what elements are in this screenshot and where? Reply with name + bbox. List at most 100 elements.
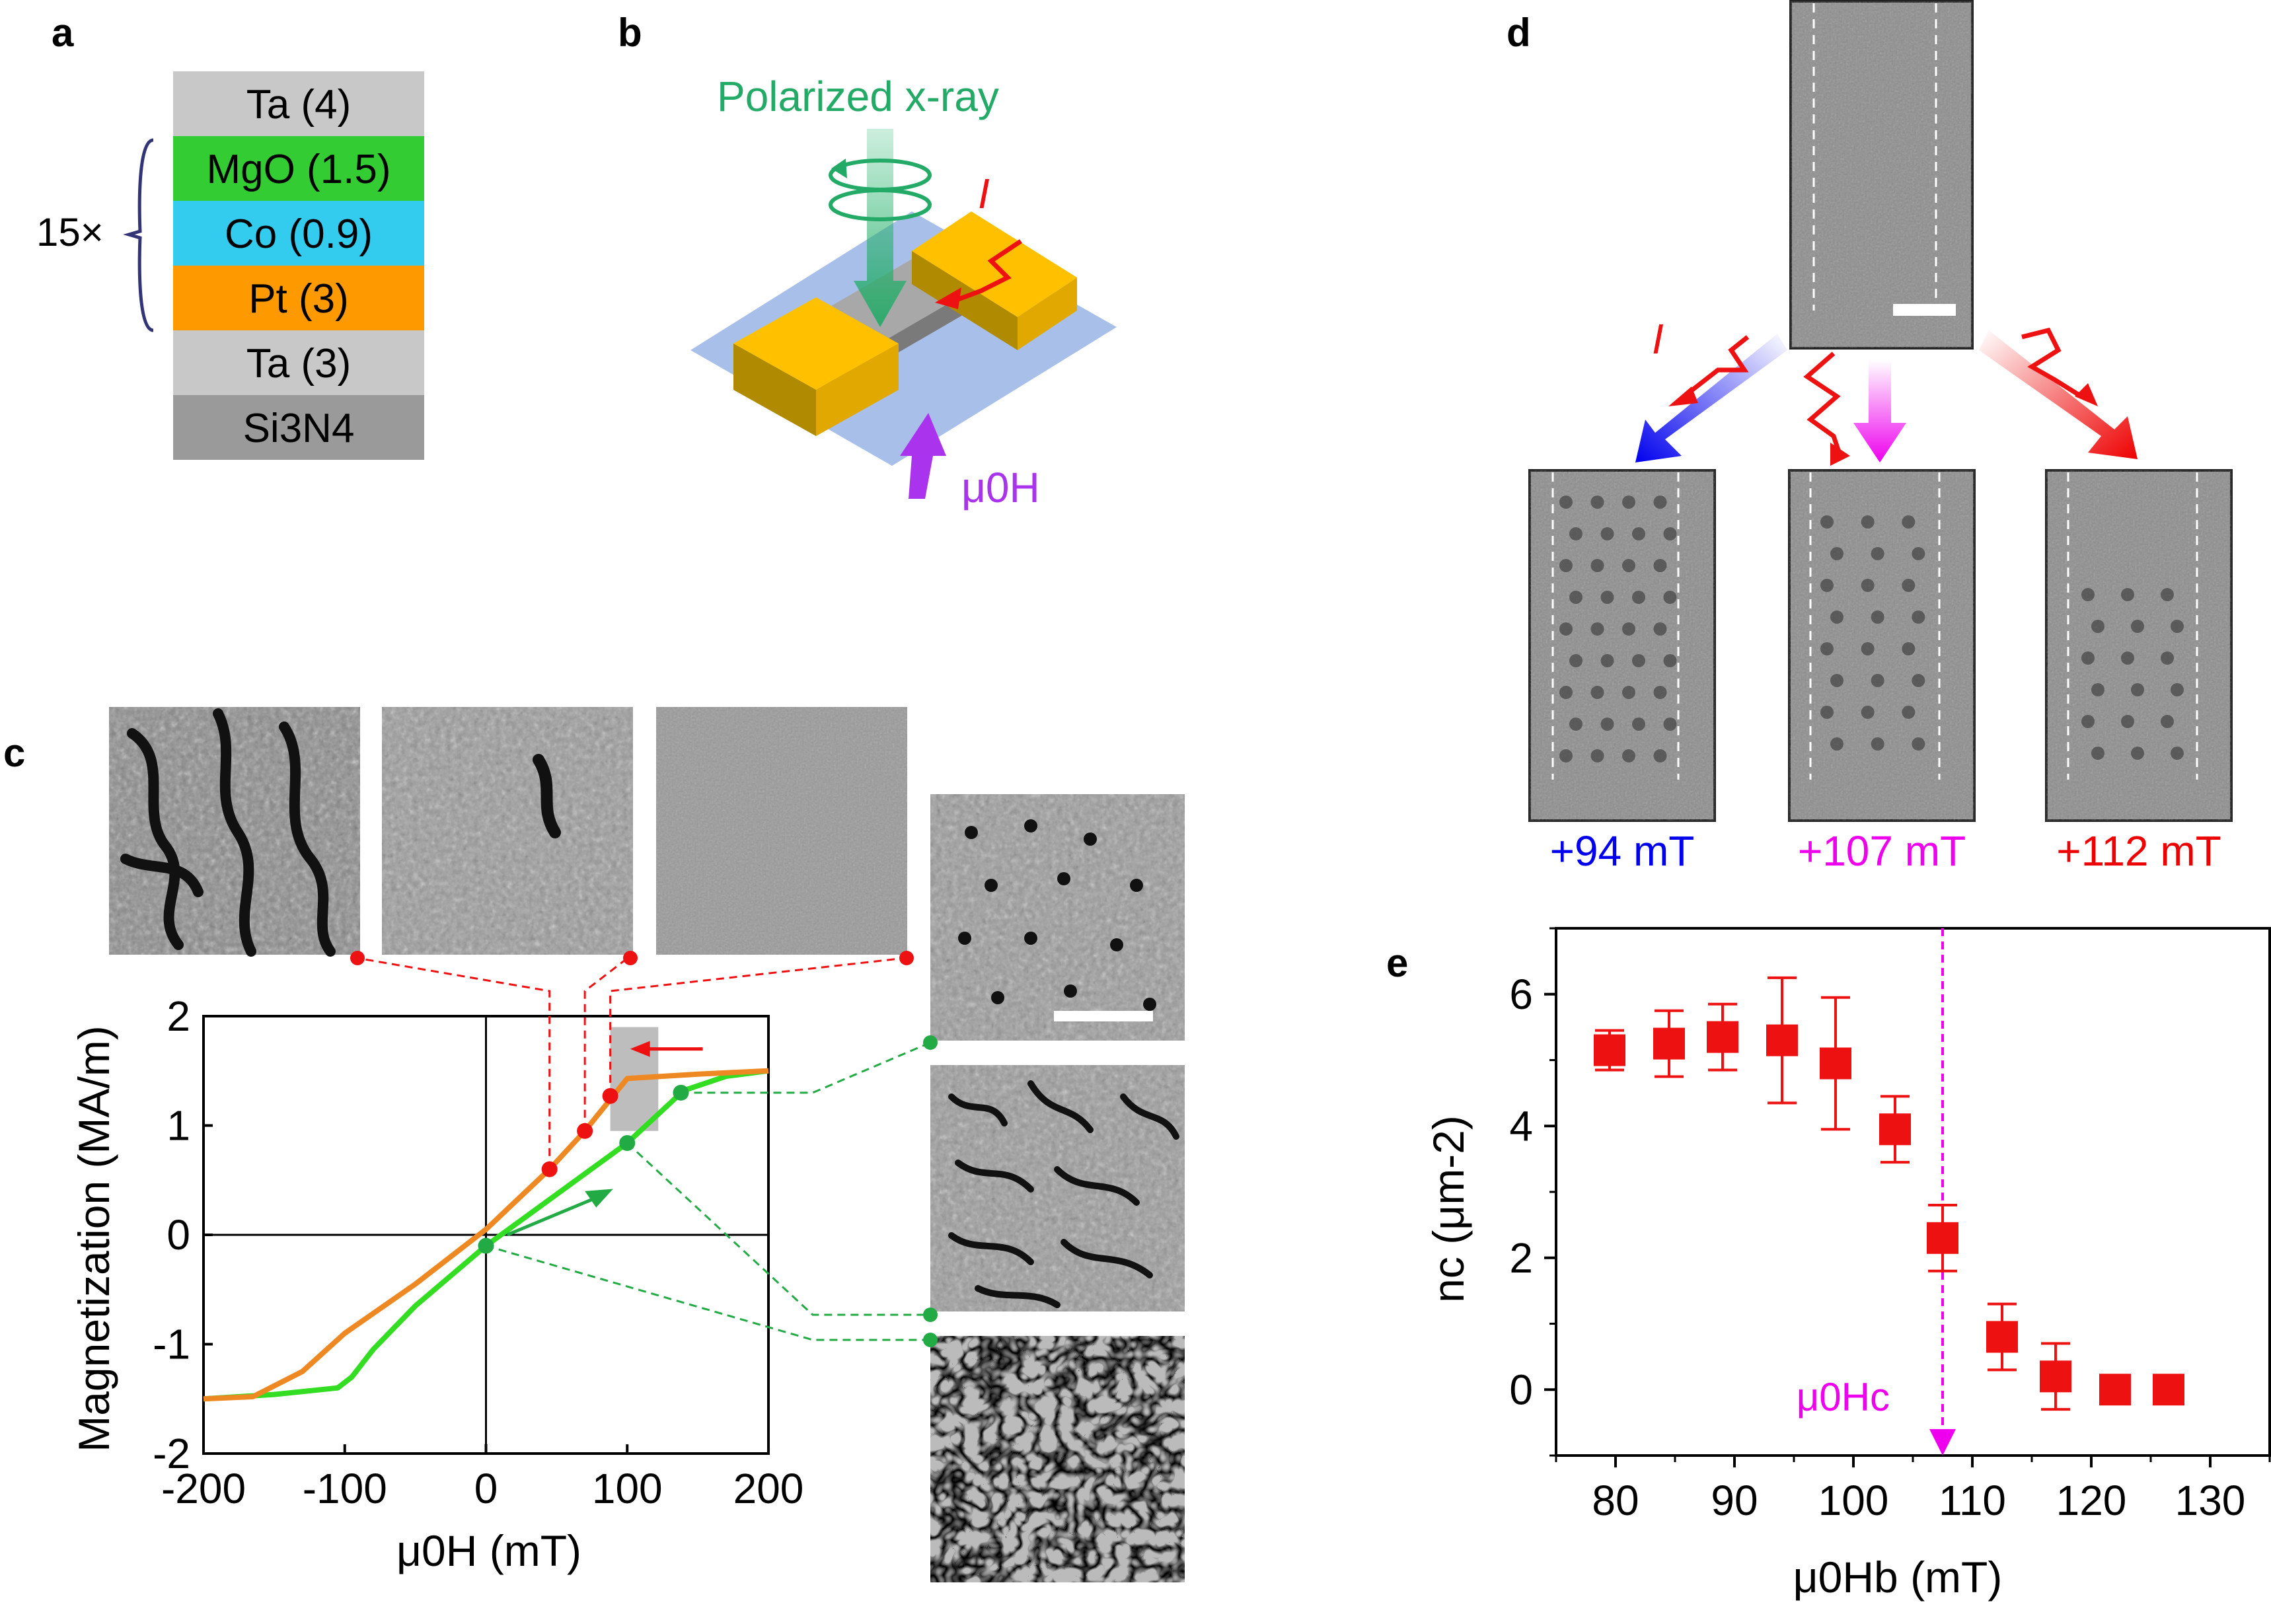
skyrmion-dot xyxy=(1830,737,1843,751)
skyrmion-dot xyxy=(2161,651,2174,665)
xmcd-image-top-1 xyxy=(109,707,360,957)
chart-e-ytick-label: 0 xyxy=(1509,1366,1533,1413)
chart-e-ytick-label: 4 xyxy=(1509,1102,1533,1150)
skyrmion-dots xyxy=(1559,496,2184,762)
skyrmion-dot xyxy=(1600,527,1614,540)
panel-c: c xyxy=(3,707,1185,1582)
xmcd-image-right-2 xyxy=(930,1065,1185,1311)
chart-c-xtick-label: 200 xyxy=(733,1465,804,1512)
panel-e-label: e xyxy=(1386,941,1408,985)
xray-label: Polarized x-ray xyxy=(717,73,999,120)
skyrmion-dot xyxy=(1820,515,1834,529)
chart-c-leader-green-2 xyxy=(486,1245,930,1341)
chart-c-ylabel: Magnetization (MA/m) xyxy=(69,1025,118,1452)
skyrmion-dot xyxy=(2171,620,2184,633)
chart-e-xtick-label: 90 xyxy=(1711,1477,1758,1524)
chart-e-point xyxy=(2040,1360,2071,1393)
field-label-94: +94 mT xyxy=(1550,827,1695,875)
chart-e-point xyxy=(1707,1021,1738,1053)
skyrmion-dot xyxy=(2121,651,2134,665)
critical-field-label: μ0Hc xyxy=(1797,1375,1890,1419)
skyrmion-dot xyxy=(1912,547,1925,560)
chart-c-direction-arrow-green xyxy=(506,1195,600,1237)
chart-c-direction-head-red xyxy=(630,1041,650,1057)
chart-e-point xyxy=(1820,1047,1851,1080)
panel-c-label: c xyxy=(3,731,25,775)
skyrmion-dot xyxy=(1902,706,1916,719)
layer-1 xyxy=(173,136,424,201)
chart-c-marker-2 xyxy=(602,1088,618,1104)
skyrmion-dot xyxy=(1622,622,1635,636)
skyrmion-dot xyxy=(1653,749,1667,762)
left-electrode-front xyxy=(733,344,816,436)
chart-c-xtick-label: 100 xyxy=(592,1465,663,1512)
skyrmion-dot xyxy=(2161,715,2174,728)
chart-e-xtick-label: 120 xyxy=(2056,1477,2127,1524)
skyrmion-dot xyxy=(1861,579,1875,592)
chart-e-point xyxy=(1986,1321,2018,1353)
chart-c-leader-end-red-0 xyxy=(350,951,365,965)
left-electrode-side xyxy=(816,344,899,436)
skyrmion-dot xyxy=(1569,591,1582,604)
chart-c-leader-end-green-2 xyxy=(923,1333,938,1347)
arrow-to-107mT xyxy=(1853,360,1906,462)
chart-e-xlabel: μ0Hb (mT) xyxy=(1793,1553,2003,1602)
xmcd-image-right-1 xyxy=(930,794,1185,1041)
skyrmion-dot xyxy=(1663,718,1677,731)
chart-c-leader-end-green-0 xyxy=(923,1035,938,1050)
skyrmion-dot xyxy=(2161,588,2174,601)
repeat-label: 15× xyxy=(36,210,104,254)
layer-3 xyxy=(173,266,424,330)
current-zigzag-d3 xyxy=(2021,327,2083,398)
skyrmion-dot xyxy=(1912,674,1925,687)
chart-c-ytick-label: -1 xyxy=(153,1321,190,1368)
panel-b-label: b xyxy=(618,11,642,55)
chart-c-ytick-label: 0 xyxy=(167,1211,190,1259)
chart-c-ytick-label: 2 xyxy=(167,992,190,1040)
skyrmion-dot xyxy=(1912,610,1925,624)
xray-beam-arrow xyxy=(854,129,907,327)
panel-e: e 80 90 100 110 120 130 0 2 4 6 nc (μm-2) μ0Hb (m… xyxy=(1386,927,2271,1602)
panel-d-label: d xyxy=(1507,11,1531,55)
chart-e-ytick-label: 6 xyxy=(1509,971,1533,1018)
skyrmion-dot xyxy=(1590,496,1604,509)
layer-0 xyxy=(173,71,424,136)
chart-c-marker-5 xyxy=(673,1084,689,1101)
layer-label-2: Co (0.9) xyxy=(225,211,373,257)
chart-c-leader-green-0 xyxy=(681,1041,931,1094)
skyrmion-dot xyxy=(1820,706,1834,719)
layer-label-4: Ta (3) xyxy=(246,341,351,387)
skyrmion-dot xyxy=(1622,749,1635,762)
xmcd-image-top-3 xyxy=(656,707,907,955)
chart-e-point xyxy=(1653,1027,1685,1060)
skyrmion-dot xyxy=(1590,559,1604,572)
repeat-bracket xyxy=(123,138,154,332)
panel-a: a Ta (4) MgO (1.5) Co (0.9) Pt (3) Ta (3) Si3… xyxy=(36,11,424,460)
scale-bar-d xyxy=(1893,304,1956,316)
chart-c-leader-end-green-1 xyxy=(923,1308,938,1322)
scale-bar-c xyxy=(1054,1011,1153,1021)
layer-4 xyxy=(173,330,424,395)
chart-e-point xyxy=(2099,1374,2131,1406)
chart-e-xtick-label: 100 xyxy=(1818,1477,1889,1524)
panel-b: b Polarized x-ray I μ0H xyxy=(618,11,1117,511)
skyrmion-dot xyxy=(1653,686,1667,699)
current-label: I xyxy=(978,170,990,217)
panel-a-label: a xyxy=(52,11,74,55)
skyrmion-dot xyxy=(1622,686,1635,699)
skyrmion-dot xyxy=(1569,654,1582,667)
skyrmion-dot xyxy=(2131,620,2144,633)
skyrmion-dot xyxy=(1861,515,1875,529)
skyrmion-dot xyxy=(2081,651,2095,665)
skyrmion-dot xyxy=(1559,496,1573,509)
right-electrode-front xyxy=(912,251,1018,350)
skyrmion-dot xyxy=(1830,610,1843,624)
chart-c-leader-end-red-1 xyxy=(623,951,638,965)
polarization-ring-2 xyxy=(829,188,932,221)
chart-c-marker-3 xyxy=(478,1237,494,1254)
chart-c-series-1 xyxy=(203,1068,769,1402)
skyrmion-dot xyxy=(1871,674,1884,687)
skyrmion-dot xyxy=(2131,747,2144,760)
skyrmion-dot xyxy=(1830,547,1843,560)
